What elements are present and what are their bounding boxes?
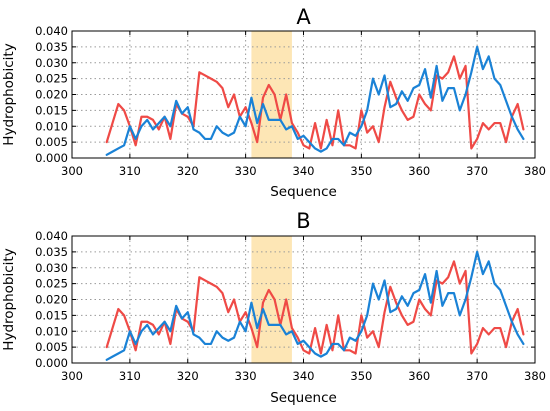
y-axis-label: Hydrophobicity bbox=[1, 248, 17, 350]
y-tick-label: 0.040 bbox=[35, 229, 68, 243]
y-tick-label: 0.025 bbox=[35, 277, 68, 291]
x-tick-label: 370 bbox=[466, 369, 488, 383]
y-tick-label: 0.005 bbox=[35, 340, 68, 354]
y-tick-label: 0.010 bbox=[35, 119, 68, 133]
y-tick-label: 0.005 bbox=[35, 135, 68, 149]
x-tick-label: 340 bbox=[293, 369, 315, 383]
x-tick-label: 300 bbox=[61, 164, 83, 178]
x-tick-label: 320 bbox=[177, 164, 199, 178]
x-tick-label: 350 bbox=[350, 369, 372, 383]
y-tick-label: 0.020 bbox=[35, 88, 68, 102]
x-tick-label: 380 bbox=[524, 164, 546, 178]
y-tick-label: 0.040 bbox=[35, 24, 68, 38]
x-tick-label: 330 bbox=[235, 369, 257, 383]
x-tick-label: 350 bbox=[350, 164, 372, 178]
x-tick-label: 310 bbox=[119, 369, 141, 383]
y-tick-label: 0.020 bbox=[35, 293, 68, 307]
panel-title: A bbox=[296, 5, 311, 29]
y-axis-label: Hydrophobicity bbox=[1, 43, 17, 145]
y-tick-label: 0.000 bbox=[35, 151, 68, 165]
x-tick-label: 360 bbox=[408, 369, 430, 383]
series-line-2 bbox=[105, 45, 525, 156]
y-tick-label: 0.015 bbox=[35, 308, 68, 322]
y-tick-label: 0.030 bbox=[35, 261, 68, 275]
panel-title: B bbox=[296, 209, 310, 233]
x-tick-label: 380 bbox=[524, 369, 546, 383]
x-tick-label: 360 bbox=[408, 164, 430, 178]
y-tick-label: 0.030 bbox=[35, 56, 68, 70]
series-line-1 bbox=[105, 55, 525, 150]
x-axis-label: Sequence bbox=[270, 184, 337, 200]
series-line-2 bbox=[105, 250, 525, 361]
x-tick-label: 310 bbox=[119, 164, 141, 178]
chart-panel-a: 300 310 320 330 340 350 360 370 380 0.000 0.005 0.0… bbox=[1, 5, 546, 200]
y-tick-label: 0.000 bbox=[35, 356, 68, 370]
y-tick-label: 0.015 bbox=[35, 103, 68, 117]
series-line-1 bbox=[105, 260, 525, 355]
x-axis-label: Sequence bbox=[270, 390, 337, 406]
y-tick-label: 0.025 bbox=[35, 72, 68, 86]
y-tick-label: 0.035 bbox=[35, 40, 68, 54]
chart-panel-b: 300 310 320 330 340 350 360 370 380 0.000 0.005 0.0… bbox=[1, 209, 546, 406]
x-tick-label: 320 bbox=[177, 369, 199, 383]
x-tick-label: 340 bbox=[293, 164, 315, 178]
x-tick-label: 330 bbox=[235, 164, 257, 178]
x-tick-label: 370 bbox=[466, 164, 488, 178]
x-tick-label: 300 bbox=[61, 369, 83, 383]
y-tick-label: 0.035 bbox=[35, 245, 68, 259]
y-tick-label: 0.010 bbox=[35, 324, 68, 338]
